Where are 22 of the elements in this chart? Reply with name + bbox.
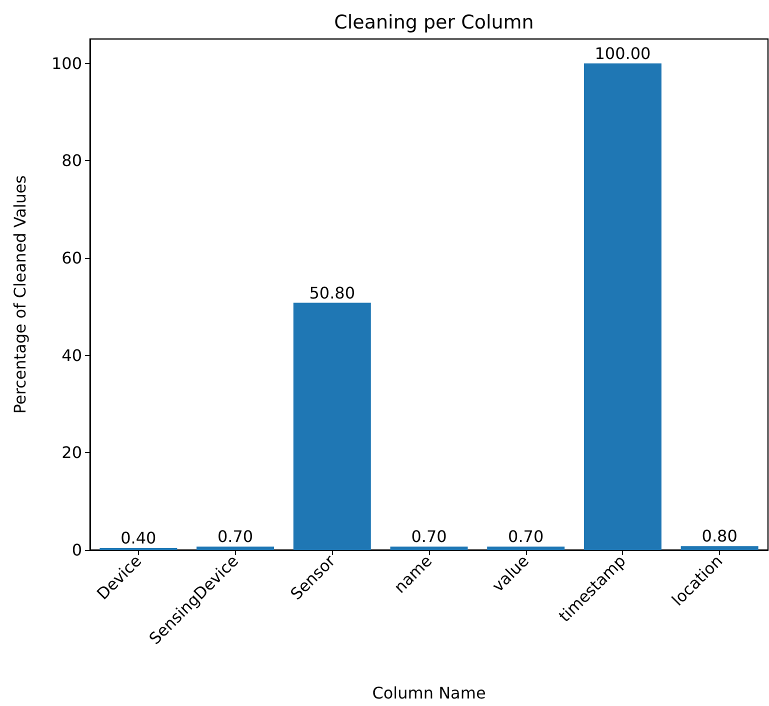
y-tick-label: 40 [62, 346, 82, 365]
y-tick-label: 80 [62, 151, 82, 170]
bar [584, 63, 662, 550]
y-tick-label: 20 [62, 443, 82, 462]
data-label: 50.80 [309, 283, 356, 302]
y-tick-label: 100 [51, 54, 82, 73]
bar [487, 546, 565, 550]
chart-title: Cleaning per Column [334, 12, 534, 34]
data-label: 0.70 [411, 527, 447, 546]
data-label: 0.70 [217, 527, 254, 546]
bar [293, 302, 371, 550]
y-tick-label: 0 [72, 540, 82, 560]
bar [390, 546, 468, 550]
data-label: 0.70 [508, 527, 544, 546]
data-label: 0.40 [120, 528, 156, 548]
bar [680, 546, 758, 550]
x-axis-title: Column Name [372, 684, 486, 702]
data-label: 100.00 [594, 44, 651, 63]
y-axis-title: Percentage of Cleaned Values [10, 175, 30, 414]
data-label: 0.80 [702, 526, 738, 546]
y-tick-label: 60 [62, 248, 82, 268]
bar [196, 546, 274, 550]
